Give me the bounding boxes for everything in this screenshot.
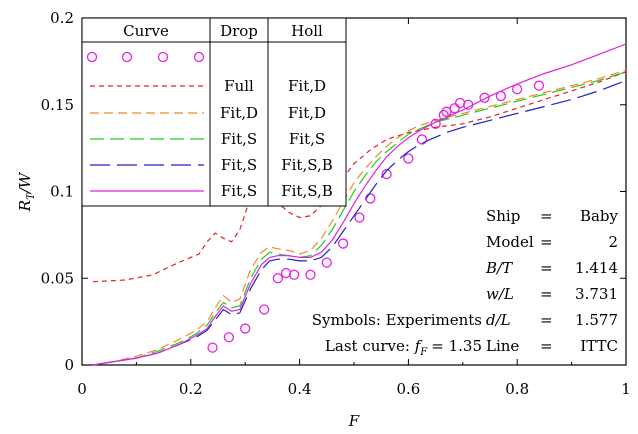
experiment-point xyxy=(463,99,474,110)
legend-marker xyxy=(157,51,169,63)
info-key-line: Line xyxy=(486,337,519,355)
info-val-ship: Baby xyxy=(580,207,619,225)
experiment-point xyxy=(280,267,292,279)
legend-marker xyxy=(193,51,205,63)
experiment-point xyxy=(305,269,316,280)
info-eq-model: = xyxy=(540,233,553,251)
experiment-point xyxy=(289,269,300,280)
info-val-line: ITTC xyxy=(580,337,618,355)
info-key-wl: w/L xyxy=(486,285,514,303)
x-tick-label: 0.2 xyxy=(179,380,203,398)
experiment-point xyxy=(223,332,235,343)
series-layer xyxy=(92,43,627,366)
series-line-5 xyxy=(92,43,627,366)
info-eq-ship: = xyxy=(540,207,553,225)
legend-holl-2: Fit,D xyxy=(288,104,326,122)
y-tick-label: 0.1 xyxy=(50,183,74,201)
axis-ticks: 0 0.2 0.4 0.6 0.8 1 0 0.05 0.1 0.15 0.2 xyxy=(41,9,631,398)
legend-samples xyxy=(86,51,205,192)
legend-marker xyxy=(121,51,133,63)
svg-text:RT/W: RT/W xyxy=(16,171,37,212)
y-tick-label: 0.15 xyxy=(41,96,74,114)
experiment-point xyxy=(337,238,349,249)
last-curve-note: Last curve: fF = 1.35 xyxy=(325,337,482,358)
x-tick-label: 1 xyxy=(621,380,631,398)
experiment-point xyxy=(365,193,376,204)
info-val-wl: 3.731 xyxy=(575,285,618,303)
legend-drop-4: Fit,S xyxy=(221,156,257,174)
legend-holl-4: Fit,S,B xyxy=(281,156,333,174)
legend-holl-1: Fit,D xyxy=(288,77,326,95)
series-line-3 xyxy=(92,71,627,366)
series-line-4 xyxy=(92,79,627,366)
info-key-model: Model xyxy=(486,233,534,251)
x-axis-label: F xyxy=(348,412,360,430)
experiment-point xyxy=(240,323,251,334)
legend-header-curve: Curve xyxy=(123,22,169,40)
info-key-bt: B/T xyxy=(485,259,513,277)
symbols-note: Symbols: Experiments xyxy=(312,311,482,329)
x-tick-label: 0.6 xyxy=(396,380,420,398)
x-tick-label: 0 xyxy=(77,380,87,398)
experiment-point xyxy=(416,134,428,145)
legend-drop-3: Fit,S xyxy=(221,130,257,148)
y-tick-label: 0 xyxy=(64,356,74,374)
info-eq-line: = xyxy=(540,337,553,355)
legend-drop-1: Full xyxy=(224,77,254,95)
experiment-point xyxy=(512,83,523,95)
x-tick-label: 0.4 xyxy=(288,380,312,398)
x-tick-label: 0.8 xyxy=(505,380,529,398)
legend-drop-2: Fit,D xyxy=(220,104,258,122)
info-eq-wl: = xyxy=(540,285,553,303)
info-eq-bt: = xyxy=(540,259,553,277)
experiment-point xyxy=(381,168,392,180)
legend-drop-5: Fit,S xyxy=(221,182,257,200)
experiment-point xyxy=(354,212,365,223)
legend-holl-5: Fit,S,B xyxy=(281,182,333,200)
experiment-point xyxy=(403,153,414,164)
legend-holl-3: Fit,S xyxy=(289,130,325,148)
experiment-point xyxy=(321,257,332,268)
info-val-model: 2 xyxy=(608,233,618,251)
experiment-point xyxy=(533,80,545,91)
info-val-dl: 1.577 xyxy=(575,311,618,329)
info-block: Ship = Baby Model = 2 B/T = 1.414 w/L = … xyxy=(312,207,619,358)
experiment-point xyxy=(454,97,466,109)
legend-header-drop: Drop xyxy=(220,22,258,40)
info-key-dl: d/L xyxy=(486,311,511,329)
y-tick-label: 0.2 xyxy=(50,9,74,27)
legend-header-holl: Holl xyxy=(291,22,323,40)
experiment-point xyxy=(259,304,270,315)
y-axis-label: RT/W xyxy=(16,171,37,212)
experiment-point xyxy=(272,273,283,284)
experiment-point xyxy=(207,342,218,353)
y-tick-label: 0.05 xyxy=(41,269,74,287)
legend-marker xyxy=(86,51,98,63)
info-val-bt: 1.414 xyxy=(575,259,618,277)
legend-table: Curve Drop Holl Full Fit,D Fit,D Fit,D F… xyxy=(81,17,347,207)
experiment-point xyxy=(449,103,460,114)
experiment-point xyxy=(479,92,490,103)
info-key-ship: Ship xyxy=(486,207,520,225)
info-eq-dl: = xyxy=(540,311,553,329)
series-line-2 xyxy=(92,69,627,366)
